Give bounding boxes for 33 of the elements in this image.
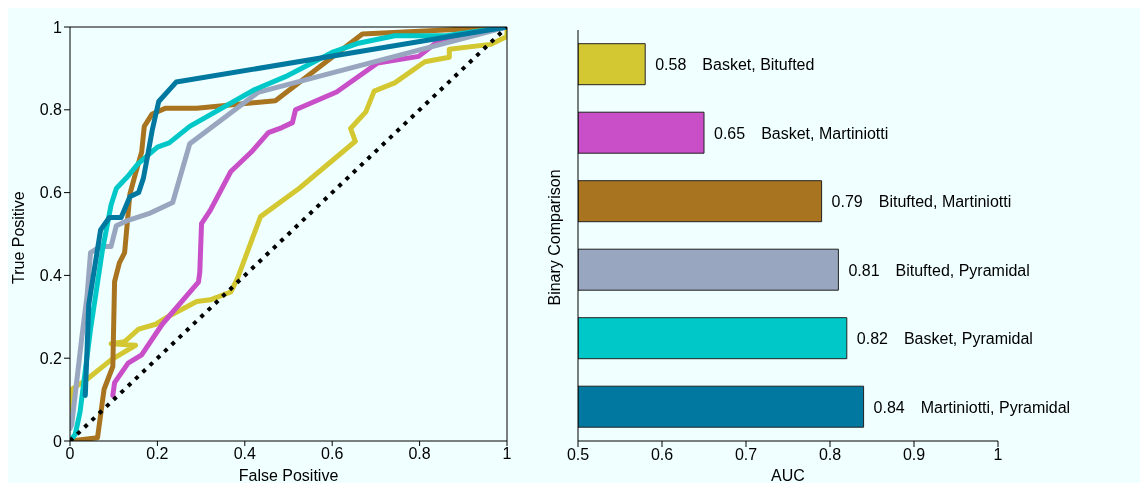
y-tick-label: Martiniotti, Pyramidal [920,398,1071,416]
x-tick-label: 0.5 [566,446,590,464]
y-tick-label: Bitufted, Martiniotti [878,192,1012,210]
x-tick-label: 0.7 [734,446,758,464]
x-tick-label: 0.9 [902,446,926,464]
x-tick-label: 0.4 [233,445,257,463]
data-label: 0.84 [873,398,905,416]
y-tick-label: 0.4 [39,267,63,285]
x-axis-title: AUC [771,467,805,484]
y-tick-label: Basket, Pyramidal [903,329,1033,347]
y-tick-label: 0.2 [39,349,63,367]
data-label: 0.82 [856,329,889,347]
x-tick-label: 0 [65,445,75,463]
data-label: 0.58 [655,55,687,73]
data-label: 0.79 [831,192,863,210]
x-tick-label: 0.8 [408,445,431,463]
data-label: 0.81 [848,261,880,279]
y-tick-label: 0 [53,432,63,450]
data-label: 0.65 [714,124,746,142]
y-tick-label: Bitufted, Pyramidal [895,261,1030,279]
x-tick-label: 0.6 [650,446,674,464]
y-axis-title: True Positive [9,191,27,284]
x-tick-label: 0.6 [321,445,344,463]
x-tick-label: 0.2 [146,445,169,463]
y-tick-label: Basket, Bitufted [702,55,815,73]
y-tick-label: 1 [53,18,63,36]
y-tick-label: Basket, Martiniotti [761,124,889,142]
x-tick-label: 1 [502,445,512,463]
y-tick-label: 0.8 [39,101,63,119]
y-tick-label: 0.6 [39,184,63,202]
x-axis-title: False Positive [238,467,339,484]
y-axis-title: Binary Comparison [545,169,563,306]
x-tick-label: 0.8 [818,446,842,464]
